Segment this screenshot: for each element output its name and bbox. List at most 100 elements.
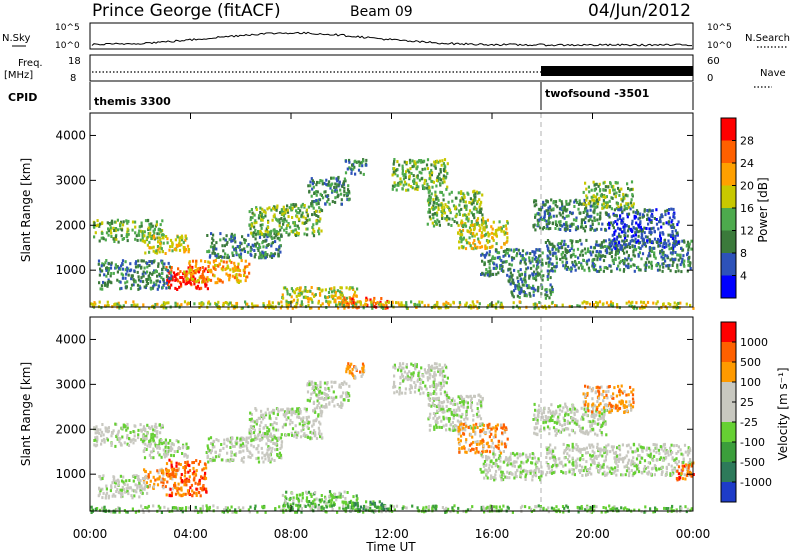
power-cell <box>155 223 158 227</box>
power-cell <box>500 229 503 233</box>
power-cell <box>620 206 623 210</box>
power-cell <box>121 259 125 263</box>
power-cell <box>571 260 574 264</box>
power-cell <box>613 239 616 243</box>
power-cell <box>172 271 176 275</box>
power-cell <box>258 243 261 247</box>
power-cell <box>436 301 439 305</box>
power-cell <box>182 240 185 244</box>
power-cell <box>618 208 621 212</box>
velocity-cell <box>132 430 135 433</box>
power-cell <box>507 279 510 283</box>
power-cell <box>510 290 513 294</box>
velocity-cell <box>149 470 152 474</box>
power-cell <box>412 164 416 168</box>
power-cell <box>542 200 545 204</box>
power-cell <box>632 210 635 214</box>
power-cell <box>551 269 554 273</box>
power-cell <box>627 225 630 229</box>
velocity-cell <box>251 427 254 430</box>
velocity-cell <box>166 452 170 456</box>
power-cell <box>283 217 286 221</box>
power-cell <box>305 210 308 214</box>
power-cell <box>441 217 444 220</box>
station-title: Prince George (fitACF) <box>92 1 281 21</box>
power-cell <box>549 292 553 296</box>
power-cell <box>519 277 523 281</box>
velocity-cell <box>232 444 235 448</box>
power-cell <box>502 254 505 258</box>
power-cell <box>502 269 505 273</box>
power-cell <box>183 270 186 274</box>
power-cell <box>484 221 487 225</box>
power-cell <box>680 247 683 250</box>
velocity-cell <box>315 393 318 397</box>
velocity-cell <box>99 477 102 481</box>
cpid-segment-themis: themis 3300 <box>94 95 171 108</box>
power-cell <box>365 163 368 167</box>
velocity-cell <box>106 427 109 431</box>
power-cell <box>536 271 539 275</box>
power-cell <box>200 304 203 308</box>
power-cell <box>187 248 191 251</box>
power-cell <box>194 277 197 281</box>
power-cell <box>340 198 343 202</box>
power-cell <box>555 261 558 265</box>
velocity-cell <box>154 478 157 482</box>
power-cell <box>637 268 641 271</box>
velocity-cell <box>229 440 232 444</box>
power-cell <box>379 300 382 304</box>
power-cell <box>433 207 436 211</box>
power-cell <box>347 184 350 188</box>
power-cell <box>206 276 209 280</box>
power-cell <box>276 204 279 208</box>
power-cell <box>632 263 635 267</box>
velocity-cell <box>292 411 295 415</box>
power-cell <box>348 160 351 164</box>
power-cell <box>219 238 222 242</box>
velocity-cell <box>273 434 276 438</box>
power-cell <box>161 250 164 254</box>
power-cell <box>249 218 252 222</box>
velocity-cell <box>252 431 256 435</box>
power-cell <box>180 284 183 288</box>
power-cell <box>656 300 659 304</box>
power-cell <box>213 247 216 251</box>
velocity-cell <box>153 433 156 437</box>
power-cell <box>299 286 302 290</box>
power-cell <box>539 213 542 217</box>
power-cell <box>602 195 605 199</box>
power-cell <box>616 235 619 239</box>
velocity-cell <box>141 477 145 480</box>
power-cell <box>107 272 110 275</box>
velocity-cell <box>206 455 210 459</box>
power-cell <box>642 300 646 304</box>
power-cell <box>610 185 613 189</box>
velocity-cell <box>231 458 234 462</box>
velocity-cell <box>158 475 161 479</box>
velocity-cell <box>139 423 142 427</box>
power-cell <box>297 217 300 221</box>
power-cell <box>121 237 124 241</box>
power-cell <box>337 306 340 310</box>
power-cell <box>590 188 593 192</box>
beam-label: Beam 09 <box>350 4 413 20</box>
power-cell <box>216 306 219 310</box>
power-cell <box>462 237 465 241</box>
power-cell <box>311 300 314 304</box>
velocity-cell <box>186 454 189 458</box>
power-cell <box>524 280 527 284</box>
power-cell <box>674 229 677 233</box>
power-cell <box>354 172 357 176</box>
power-cell <box>614 181 617 184</box>
power-cell <box>584 181 587 185</box>
power-cell <box>655 302 658 306</box>
power-cell <box>616 247 619 251</box>
velocity-cell <box>257 450 260 454</box>
power-cell <box>546 244 549 248</box>
power-cell <box>533 270 536 274</box>
power-cell <box>460 240 463 244</box>
power-cell <box>532 302 535 306</box>
velocity-cell <box>343 380 346 384</box>
power-cell <box>604 196 607 199</box>
